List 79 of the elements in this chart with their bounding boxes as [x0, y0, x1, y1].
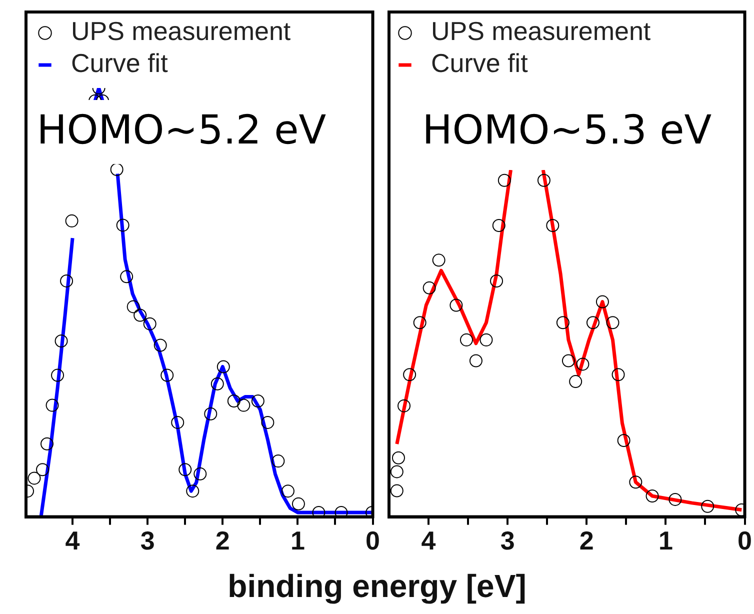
text: HOMO~5.3 eV — [422, 107, 712, 154]
legend-label: UPS measurement — [71, 16, 292, 46]
point — [390, 484, 404, 498]
point — [422, 281, 436, 294]
point — [398, 399, 411, 412]
point — [261, 416, 274, 429]
point — [450, 298, 463, 312]
point — [498, 174, 511, 187]
point — [480, 333, 493, 346]
x-tick-label: 2 — [579, 526, 594, 556]
point — [576, 358, 590, 371]
point — [237, 398, 250, 412]
point — [606, 316, 620, 330]
point — [646, 489, 659, 502]
point — [569, 375, 582, 388]
legend-label: Curve fit — [71, 48, 169, 78]
point — [143, 317, 156, 330]
point — [432, 254, 446, 267]
point — [60, 274, 74, 288]
x-axis-title: binding energy [eV] — [226, 568, 528, 605]
point — [492, 218, 506, 232]
point — [46, 398, 59, 412]
point — [668, 492, 682, 506]
x-tick-label: 4 — [421, 526, 436, 556]
point — [312, 506, 326, 517]
point — [546, 218, 560, 232]
point — [403, 368, 416, 382]
x-tick-label: 4 — [65, 526, 80, 556]
point — [171, 416, 184, 429]
point — [334, 506, 348, 517]
point — [36, 463, 50, 476]
point — [204, 407, 218, 420]
point — [227, 394, 240, 408]
point — [178, 463, 192, 476]
point — [586, 316, 600, 330]
point — [210, 377, 224, 390]
point — [272, 454, 285, 468]
point — [154, 338, 167, 352]
point — [251, 394, 264, 408]
point — [51, 368, 64, 382]
point — [596, 295, 609, 308]
point — [216, 360, 230, 374]
point — [28, 472, 41, 485]
point — [556, 316, 570, 330]
point — [537, 174, 550, 187]
x-tick-label: 1 — [290, 526, 305, 556]
x-tick-label: 0 — [366, 526, 380, 556]
point — [612, 368, 625, 382]
x-tick-label: 2 — [215, 526, 230, 556]
point — [701, 500, 714, 513]
point — [390, 465, 404, 478]
legend-label: Curve fit — [431, 48, 529, 78]
x-tick-label: 0 — [738, 526, 752, 556]
point — [281, 484, 294, 498]
point — [292, 497, 305, 510]
point — [562, 354, 575, 368]
x-tick-label: 3 — [500, 526, 515, 556]
point — [120, 270, 134, 284]
point — [629, 476, 642, 489]
x-tick-label: 1 — [658, 526, 673, 556]
point — [413, 316, 426, 330]
point — [490, 274, 504, 288]
point — [186, 484, 200, 498]
point — [134, 308, 147, 322]
point — [160, 368, 174, 382]
x-tick-label: 3 — [140, 526, 155, 556]
point — [116, 218, 130, 232]
point — [469, 354, 482, 368]
point — [110, 162, 124, 176]
annotation: HOMO~5.2 eV — [36, 107, 327, 154]
point — [126, 300, 140, 314]
point — [40, 437, 54, 450]
point — [54, 334, 68, 348]
point — [392, 451, 405, 464]
point — [617, 434, 630, 448]
point — [194, 467, 207, 480]
point — [65, 214, 78, 228]
legend-label: UPS measurement — [431, 16, 652, 46]
point — [460, 333, 473, 346]
